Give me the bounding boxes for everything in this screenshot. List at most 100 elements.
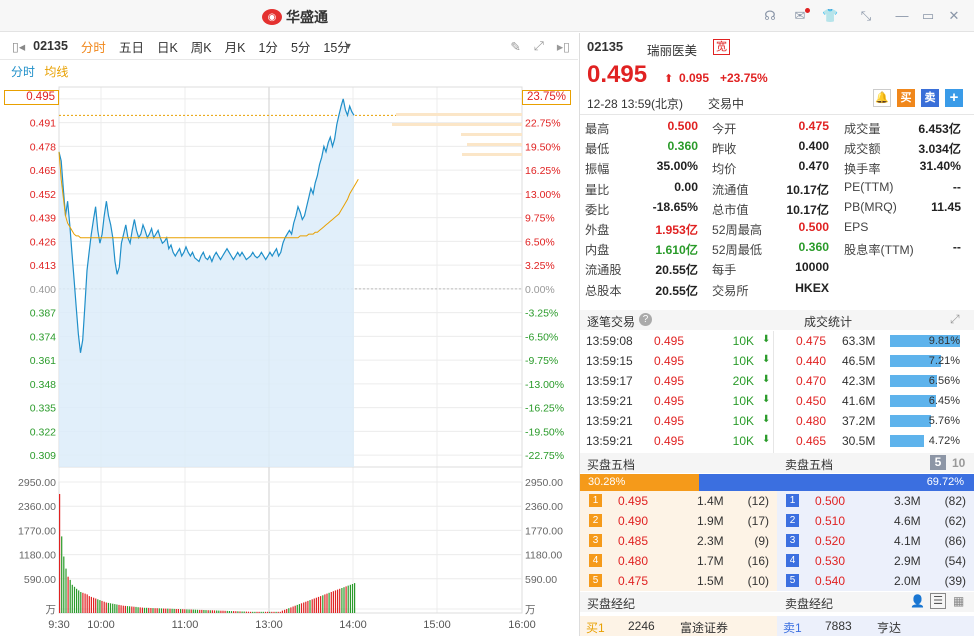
bid-title: 买盘五档 xyxy=(587,458,636,472)
quote-value: 20.55亿 xyxy=(655,283,698,298)
period-tab[interactable]: 五日 xyxy=(118,40,144,55)
add-button[interactable]: + xyxy=(945,89,963,107)
x-tick-label: 13:00 xyxy=(255,619,283,631)
user-icon[interactable]: 👤 xyxy=(910,594,925,608)
stats-pct: 4.72% xyxy=(928,435,960,447)
volume-bar xyxy=(269,611,271,613)
quote-label: 交易所 xyxy=(712,283,749,298)
shrink-icon[interactable]: ⤡ xyxy=(860,8,872,23)
stats-bar xyxy=(890,375,937,387)
quote-value: 10.17亿 xyxy=(786,182,829,197)
list-icon[interactable]: ☰ xyxy=(930,593,946,609)
headset-icon[interactable]: ☊ xyxy=(764,8,776,23)
pct-tick-label: -6.50% xyxy=(525,331,558,343)
expand-panel-icon[interactable]: ▸▯ xyxy=(556,39,570,54)
volume-bar xyxy=(279,611,281,613)
quote-label: 52周最低 xyxy=(712,243,763,258)
period-tab[interactable]: 15分 xyxy=(323,40,350,55)
pct-tick-label: 9.75% xyxy=(525,213,555,225)
ask-book: 1 0.500 3.3M (82) 2 0.510 4.6M (62) 3 0.520 4.1M (8… xyxy=(777,491,974,591)
volume-bar xyxy=(105,602,107,613)
intraday-chart[interactable]: 0.50426.00%0.49122.75%0.47819.50%0.46516… xyxy=(0,60,578,636)
tick-price: 0.495 xyxy=(654,354,685,368)
bid-count: (9) xyxy=(754,534,769,548)
ask-level-row: 3 0.520 4.1M (86) xyxy=(777,531,974,551)
period-tab[interactable]: 月K xyxy=(224,40,246,55)
depth-5-button[interactable]: 5 xyxy=(930,455,946,470)
volume-bar xyxy=(343,587,345,613)
period-tab[interactable]: 5分 xyxy=(290,40,311,55)
shirt-icon[interactable]: 👕 xyxy=(822,8,839,23)
buy-button[interactable]: 买 xyxy=(897,89,915,107)
quote-value: 1.953亿 xyxy=(655,223,698,237)
stats-title: 成交统计 xyxy=(804,315,853,329)
volume-bar xyxy=(281,610,283,613)
pct-tick-label: 22.75% xyxy=(525,118,561,130)
volume-bar xyxy=(126,606,129,613)
stats-price: 0.470 xyxy=(796,374,827,388)
bell-icon[interactable]: 🔔 xyxy=(873,89,891,107)
quote-label: 内盘 xyxy=(585,243,610,258)
y-tick-label: 0.491 xyxy=(30,118,56,130)
fullscreen-stats-icon[interactable]: ⤢ xyxy=(950,312,960,326)
pct-tick-label: -3.25% xyxy=(525,308,558,320)
stock-change-pct: +23.75% xyxy=(720,71,768,85)
volume-bar xyxy=(112,603,114,613)
help-icon[interactable]: ? xyxy=(639,313,652,326)
close-icon[interactable]: ✕ xyxy=(948,8,960,23)
broker-ask-name: 亨达 xyxy=(877,621,902,635)
y-tick-label: 0.348 xyxy=(30,379,56,391)
volume-bar xyxy=(345,586,347,613)
tick-volume: 20K xyxy=(732,374,754,388)
y-tick-label: 0.465 xyxy=(30,165,56,177)
stats-volume: 37.2M xyxy=(842,414,876,428)
fullscreen-icon[interactable]: ⤢ xyxy=(533,38,544,53)
volume-bar xyxy=(298,604,300,613)
minimize-icon[interactable]: — xyxy=(895,8,909,23)
ask-level-row: 1 0.500 3.3M (82) xyxy=(777,491,974,511)
bid-ask-ratio-bar: 30.28% 69.72% xyxy=(580,474,974,491)
bid-price: 0.480 xyxy=(618,554,649,568)
stats-pct: 5.76% xyxy=(928,415,960,427)
volume-bar xyxy=(129,606,131,613)
broker-header: 买盘经纪 卖盘经纪 👤 ☰ ▦ xyxy=(580,592,974,612)
pct-marker: 23.75% xyxy=(522,90,571,105)
stats-row: 0.475 63.3M 9.81% xyxy=(776,331,974,351)
volume-bar xyxy=(188,609,190,613)
volume-bar xyxy=(201,609,203,613)
chevron-down-icon[interactable]: ▼ xyxy=(343,41,353,51)
chart-svg[interactable]: 0.50426.00%0.49122.75%0.47819.50%0.46516… xyxy=(0,60,578,636)
collapse-icon[interactable]: ▯◂ xyxy=(12,39,26,54)
volume-bar xyxy=(324,594,326,613)
volume-bar xyxy=(137,607,139,613)
bid-level-badge: 1 xyxy=(589,494,602,507)
volume-bar xyxy=(186,609,188,613)
mail-icon[interactable]: ✉ xyxy=(794,8,806,23)
divider xyxy=(773,331,774,453)
grid-icon[interactable]: ▦ xyxy=(953,594,965,608)
period-tab[interactable]: 周K xyxy=(190,40,212,55)
bid-book: 1 0.495 1.4M (12) 2 0.490 1.9M (17) 3 0.485 2.3M (9… xyxy=(580,491,777,591)
volume-bar xyxy=(211,610,213,613)
bid-count: (10) xyxy=(747,574,769,588)
volume-bar xyxy=(114,604,116,613)
volume-bar xyxy=(182,609,184,613)
volume-bar xyxy=(63,556,65,613)
period-tab[interactable]: 分时 xyxy=(80,40,106,55)
tick-time: 13:59:21 xyxy=(586,434,633,448)
volume-bar xyxy=(230,611,233,613)
period-tab[interactable]: 日K xyxy=(156,40,178,55)
sell-button[interactable]: 卖 xyxy=(921,89,939,107)
period-tab[interactable]: 1分 xyxy=(258,40,278,55)
maximize-icon[interactable]: ▭ xyxy=(921,8,935,23)
depth-10-button[interactable]: 10 xyxy=(952,456,966,470)
vol-tick-label-right: 590.00 xyxy=(525,574,557,586)
quote-value: 6.453亿 xyxy=(918,122,961,136)
quote-label: 换手率 xyxy=(844,162,881,177)
volume-bar xyxy=(88,596,90,613)
bid-volume: 1.7M xyxy=(697,554,724,568)
quote-row: 外盘 1.953亿 52周最高 0.500 EPS xyxy=(580,218,970,238)
pen-icon[interactable]: ✎ xyxy=(510,39,521,54)
volume-bar xyxy=(163,608,165,613)
volume-bar xyxy=(99,600,101,613)
